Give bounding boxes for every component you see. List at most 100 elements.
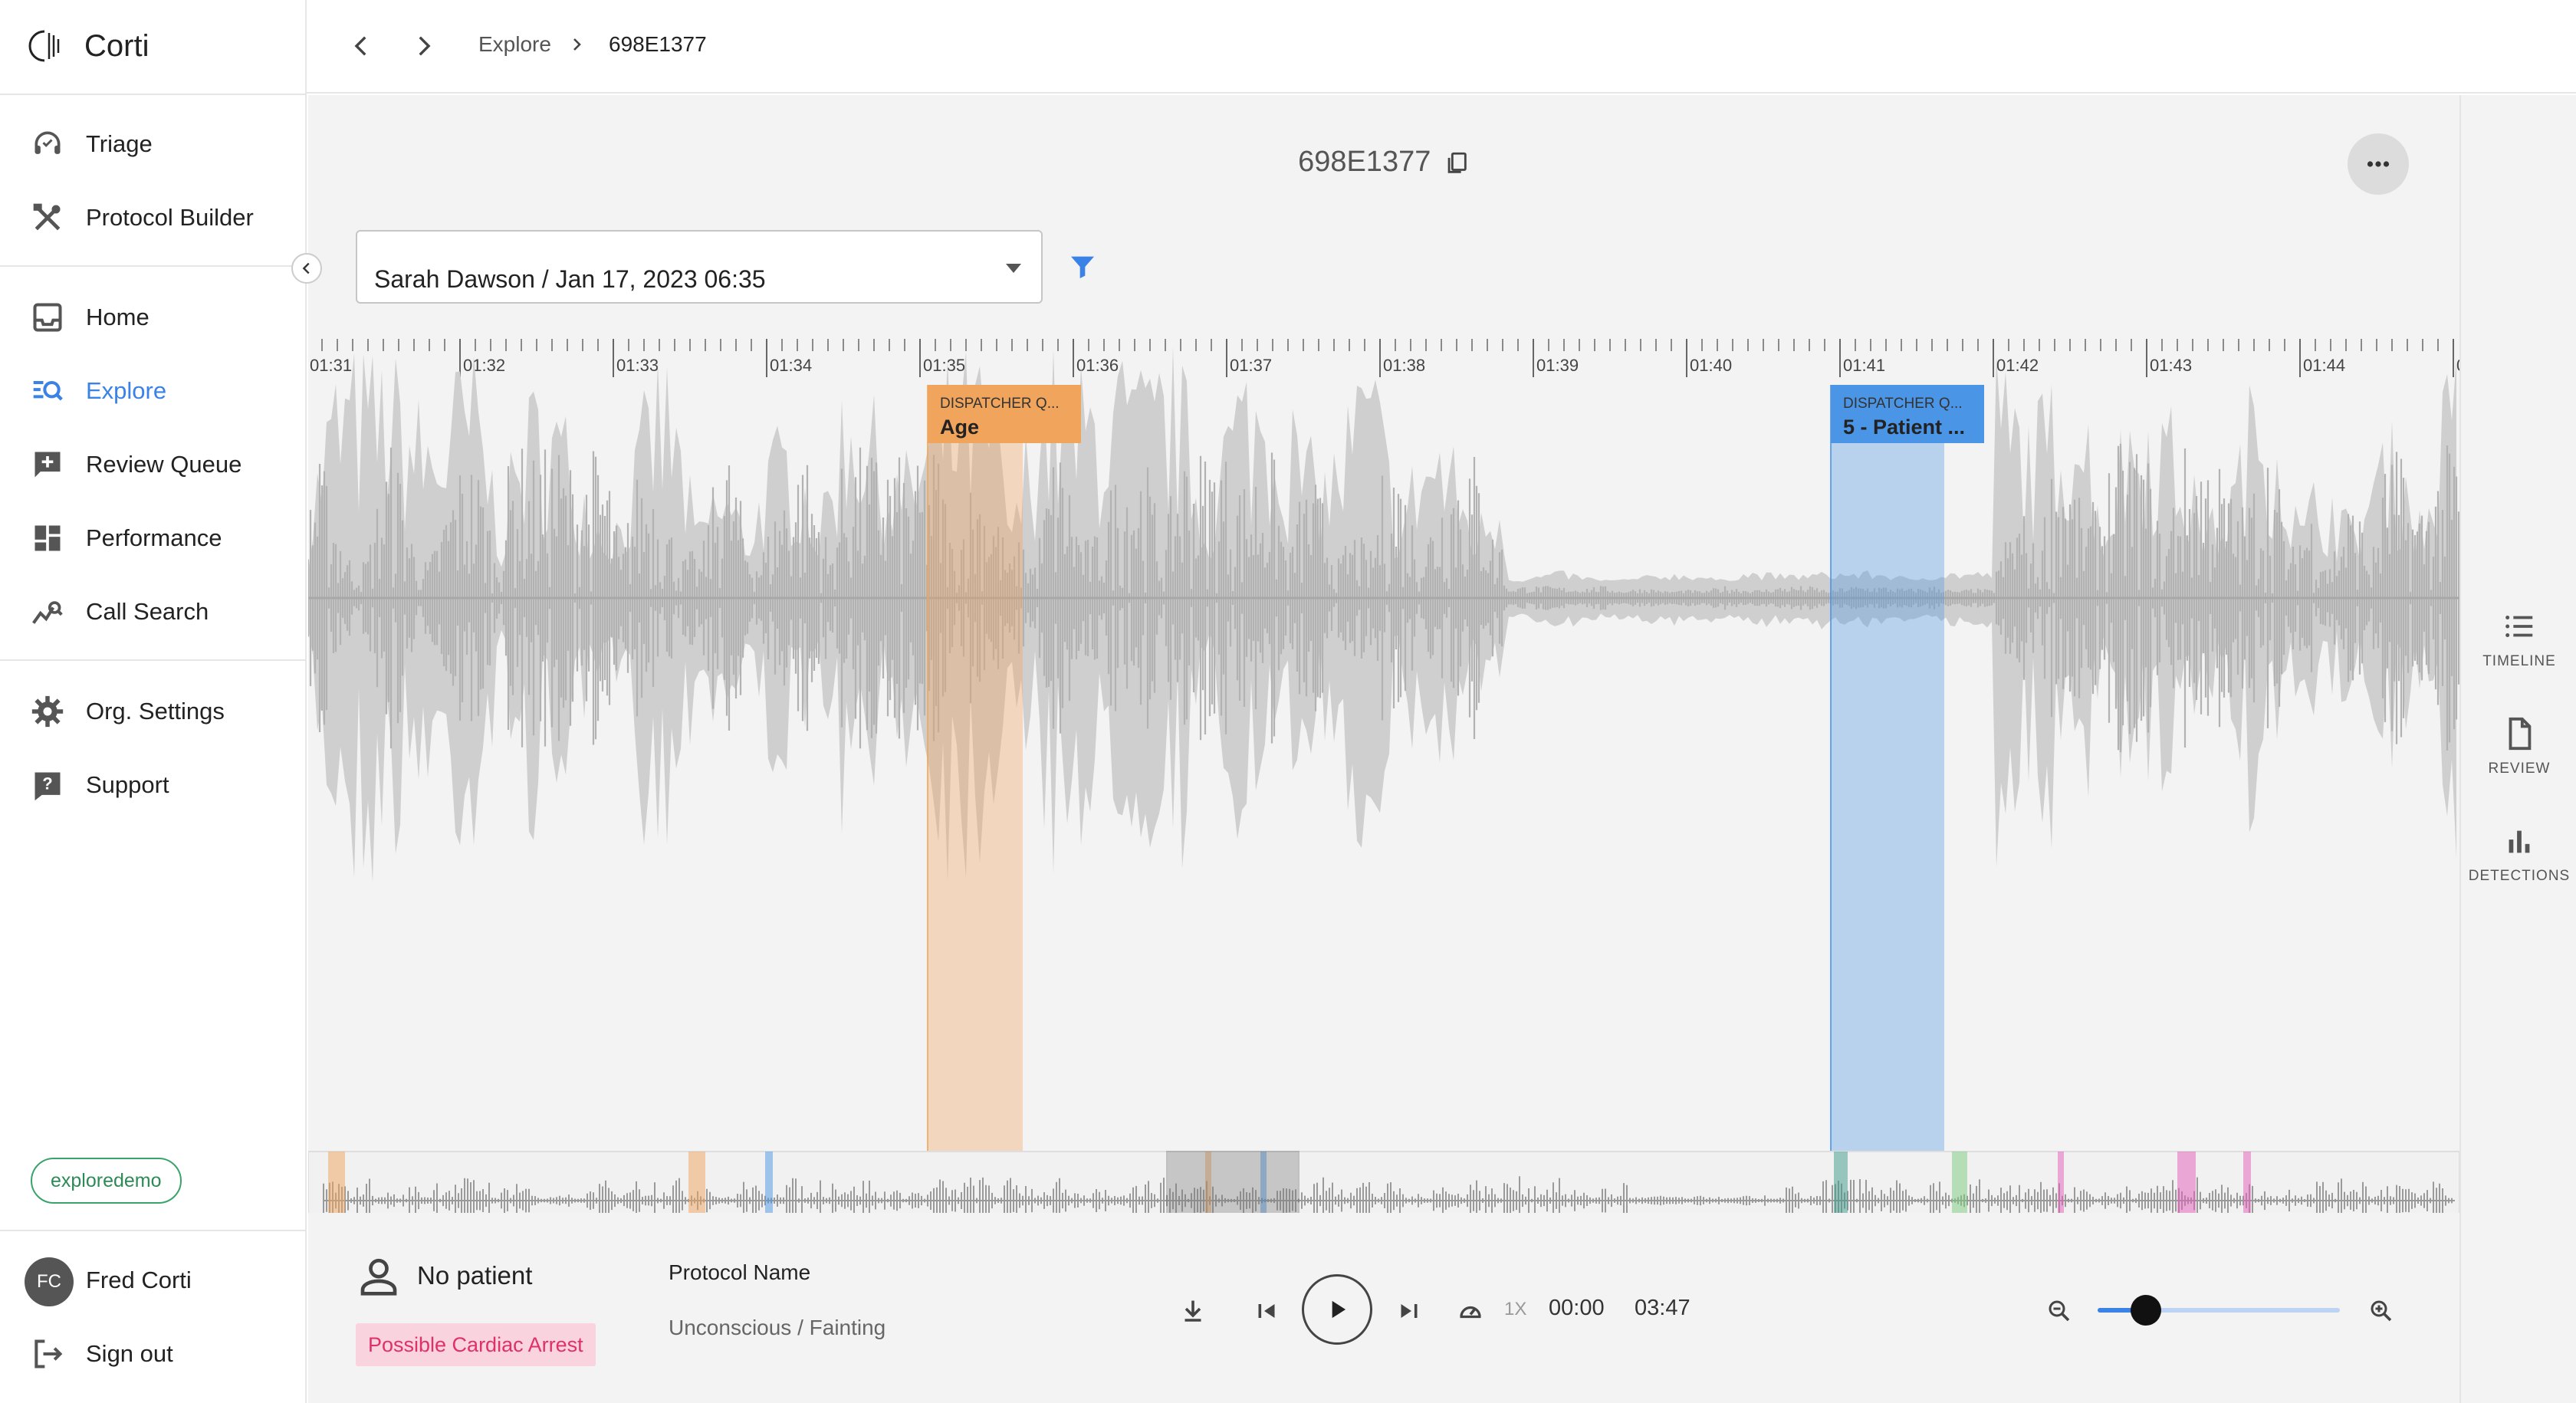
sidebar-item-org-settings[interactable]: Org. Settings (31, 688, 291, 734)
app-logo[interactable]: Corti (28, 23, 149, 69)
breadcrumb-explore[interactable]: Explore (478, 32, 551, 56)
waveform-viewer[interactable]: 01:31 01:32 01:33 01:34 01:35 01:36 01:37 01:38… (308, 339, 2459, 1213)
total-time: 03:47 (1635, 1296, 1691, 1320)
minimap-detection (1834, 1152, 1848, 1213)
detection-markers: DISPATCHER Q... Age DISPATCHER Q... 5 - Pat… (927, 385, 1984, 1152)
copy-icon[interactable] (1444, 150, 1470, 176)
sidebar-item-label: Call Search (86, 598, 209, 625)
detection-tag[interactable] (1831, 385, 1984, 443)
zoom-in-button[interactable] (2363, 1293, 2400, 1329)
zoom-slider-track[interactable] (2098, 1308, 2340, 1313)
protocol-name-value: Unconscious / Fainting (669, 1316, 886, 1339)
patient-info: No patient (357, 1254, 532, 1297)
sign-out-button[interactable]: Sign out (31, 1331, 291, 1377)
sidebar-item-triage[interactable]: Triage (31, 121, 291, 167)
app-name: Corti (84, 28, 150, 63)
sidebar-item-support[interactable]: ? Support (31, 762, 291, 808)
play-button[interactable] (1302, 1274, 1372, 1345)
forward-button[interactable] (405, 28, 442, 64)
tab-detections[interactable]: DETECTIONS (2461, 823, 2576, 885)
chevron-left-icon (302, 262, 310, 274)
zoom-slider-fill (2098, 1308, 2147, 1313)
minimap-detection (765, 1152, 773, 1213)
avatar[interactable]: FC (25, 1257, 74, 1306)
headset-icon (34, 131, 61, 154)
sidebar-item-label: Support (86, 771, 169, 798)
sidebar-divider (0, 94, 307, 95)
tools-icon (33, 203, 61, 231)
playback-speed-button[interactable] (1452, 1293, 1489, 1329)
minimap-waveform (323, 1176, 2453, 1213)
protocol-name-label: Protocol Name (669, 1260, 811, 1284)
sidebar-item-call-search[interactable]: Call Search (31, 589, 291, 635)
current-time: 00:00 (1549, 1296, 1605, 1320)
detection-category: DISPATCHER Q... (940, 396, 1060, 412)
skip-next-button[interactable] (1391, 1293, 1428, 1329)
sidebar-item-label: Home (86, 304, 150, 330)
inbox-icon (33, 303, 62, 332)
ruler-tick-label: 01:44 (2303, 356, 2345, 375)
logout-icon (34, 1339, 63, 1368)
tab-label: TIMELINE (2482, 653, 2556, 669)
minimap[interactable] (308, 1151, 2459, 1213)
zoom-in-icon (2371, 1300, 2392, 1322)
sidebar: Corti Triage Protocol Builder Home Explo… (0, 0, 322, 1403)
corti-logo-icon (28, 30, 60, 62)
minimap-detection (2177, 1152, 2196, 1213)
download-button[interactable] (1175, 1293, 1211, 1329)
dashboard-icon (34, 525, 61, 551)
sidebar-item-protocol-builder[interactable]: Protocol Builder (31, 195, 291, 241)
zoom-out-icon (2049, 1300, 2070, 1322)
tab-review[interactable]: REVIEW (2461, 716, 2576, 777)
sign-out-label: Sign out (86, 1340, 173, 1367)
list-icon (2505, 616, 2533, 637)
sidebar-item-performance[interactable]: Performance (31, 515, 291, 561)
collapse-sidebar-button[interactable] (291, 253, 322, 284)
skip-previous-button[interactable] (1248, 1293, 1285, 1329)
minimap-detection (328, 1152, 345, 1213)
person-icon (360, 1258, 397, 1296)
sidebar-divider (0, 265, 307, 267)
ruler-tick-label: 01:31 (310, 356, 352, 375)
call-title: 698E1377 (308, 146, 2459, 179)
tab-timeline[interactable]: TIMELINE (2461, 609, 2576, 670)
ruler-tick-label: 01:40 (1690, 356, 1732, 375)
patient-label: No patient (417, 1261, 533, 1290)
review-queue-icon (34, 452, 61, 478)
chevron-right-icon (419, 36, 431, 56)
ruler-tick-label: 01:33 (616, 356, 659, 375)
org-badge[interactable]: exploredemo (31, 1158, 182, 1204)
status-badge: Possible Cardiac Arrest (356, 1323, 596, 1366)
call-select[interactable]: Sarah Dawson / Jan 17, 2023 06:35 (356, 230, 1043, 304)
play-icon (1332, 1300, 1346, 1319)
zoom-out-button[interactable] (2041, 1293, 2078, 1329)
more-options-button[interactable] (2348, 133, 2409, 195)
ruler-tick-label: 01:39 (1536, 356, 1579, 375)
audio-waveform (308, 347, 2459, 882)
minimap-detection (1260, 1152, 1267, 1213)
bar-chart-icon (2509, 830, 2530, 853)
sidebar-item-explore[interactable]: Explore (31, 368, 291, 414)
minimap-viewport[interactable] (1166, 1151, 1300, 1213)
explore-icon (33, 380, 63, 401)
sidebar-item-label: Org. Settings (86, 698, 225, 724)
ruler-tick-label: 01:41 (1843, 356, 1885, 375)
ruler-tick-label: 01:43 (2150, 356, 2192, 375)
minimap-detection (1952, 1152, 1967, 1213)
sidebar-item-home[interactable]: Home (31, 294, 291, 340)
ruler-tick-label: 01:38 (1383, 356, 1425, 375)
tab-label: DETECTIONS (2468, 868, 2571, 884)
call-search-icon (32, 601, 63, 624)
sidebar-item-review-queue[interactable]: Review Queue (31, 442, 291, 488)
back-button[interactable] (343, 28, 380, 64)
detection-tag[interactable] (928, 385, 1081, 443)
user-name[interactable]: Fred Corti (86, 1267, 192, 1293)
detection-region[interactable] (928, 385, 1023, 1152)
detection-region[interactable] (1831, 385, 1944, 1152)
zoom-slider-thumb[interactable] (2131, 1295, 2162, 1326)
help-icon: ? (34, 772, 61, 801)
right-panel-tabs: TIMELINE REVIEW DETECTIONS (2459, 95, 2576, 1403)
sidebar-item-label: Explore (86, 377, 167, 404)
filter-icon[interactable] (1067, 251, 1098, 282)
sidebar-divider (0, 1230, 307, 1231)
